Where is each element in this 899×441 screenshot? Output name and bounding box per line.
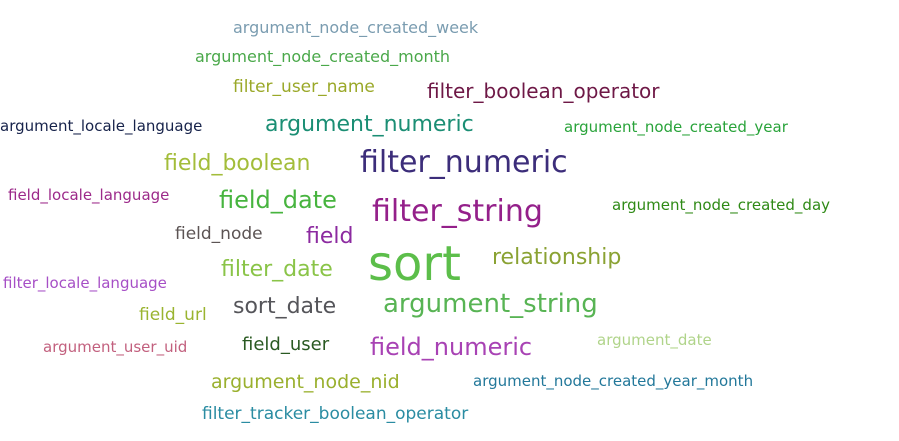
word-field-url: field_url (139, 305, 207, 325)
word-filter-boolean-operator: filter_boolean_operator (427, 79, 660, 103)
word-field: field (306, 224, 354, 249)
word-sort: sort (368, 236, 461, 292)
word-filter-tracker-boolean-operator: filter_tracker_boolean_operator (202, 404, 469, 424)
word-argument-string: argument_string (383, 289, 598, 319)
word-field-numeric: field_numeric (370, 333, 533, 361)
word-filter-numeric: filter_numeric (360, 145, 568, 180)
word-argument-numeric: argument_numeric (265, 112, 474, 137)
word-argument-node-created-year: argument_node_created_year (564, 118, 788, 136)
word-field-user: field_user (242, 334, 330, 355)
word-field-boolean: field_boolean (164, 151, 311, 176)
word-filter-user-name: filter_user_name (233, 77, 375, 97)
word-field-date: field_date (219, 186, 337, 214)
word-sort-date: sort_date (233, 294, 337, 319)
word-filter-string: filter_string (372, 194, 543, 229)
word-relationship: relationship (492, 245, 622, 270)
word-argument-node-created-year-month: argument_node_created_year_month (473, 372, 754, 390)
word-argument-node-nid: argument_node_nid (211, 371, 400, 393)
word-argument-node-created-day: argument_node_created_day (612, 196, 831, 214)
word-field-locale-language: field_locale_language (8, 186, 170, 204)
word-argument-date: argument_date (597, 331, 712, 349)
word-argument-node-created-week: argument_node_created_week (233, 18, 479, 37)
word-argument-node-created-month: argument_node_created_month (195, 47, 451, 66)
word-field-node: field_node (175, 224, 263, 244)
word-filter-locale-language: filter_locale_language (3, 274, 167, 292)
word-argument-locale-language: argument_locale_language (0, 117, 203, 135)
word-filter-date: filter_date (221, 257, 333, 282)
word-argument-user-uid: argument_user_uid (43, 338, 188, 356)
